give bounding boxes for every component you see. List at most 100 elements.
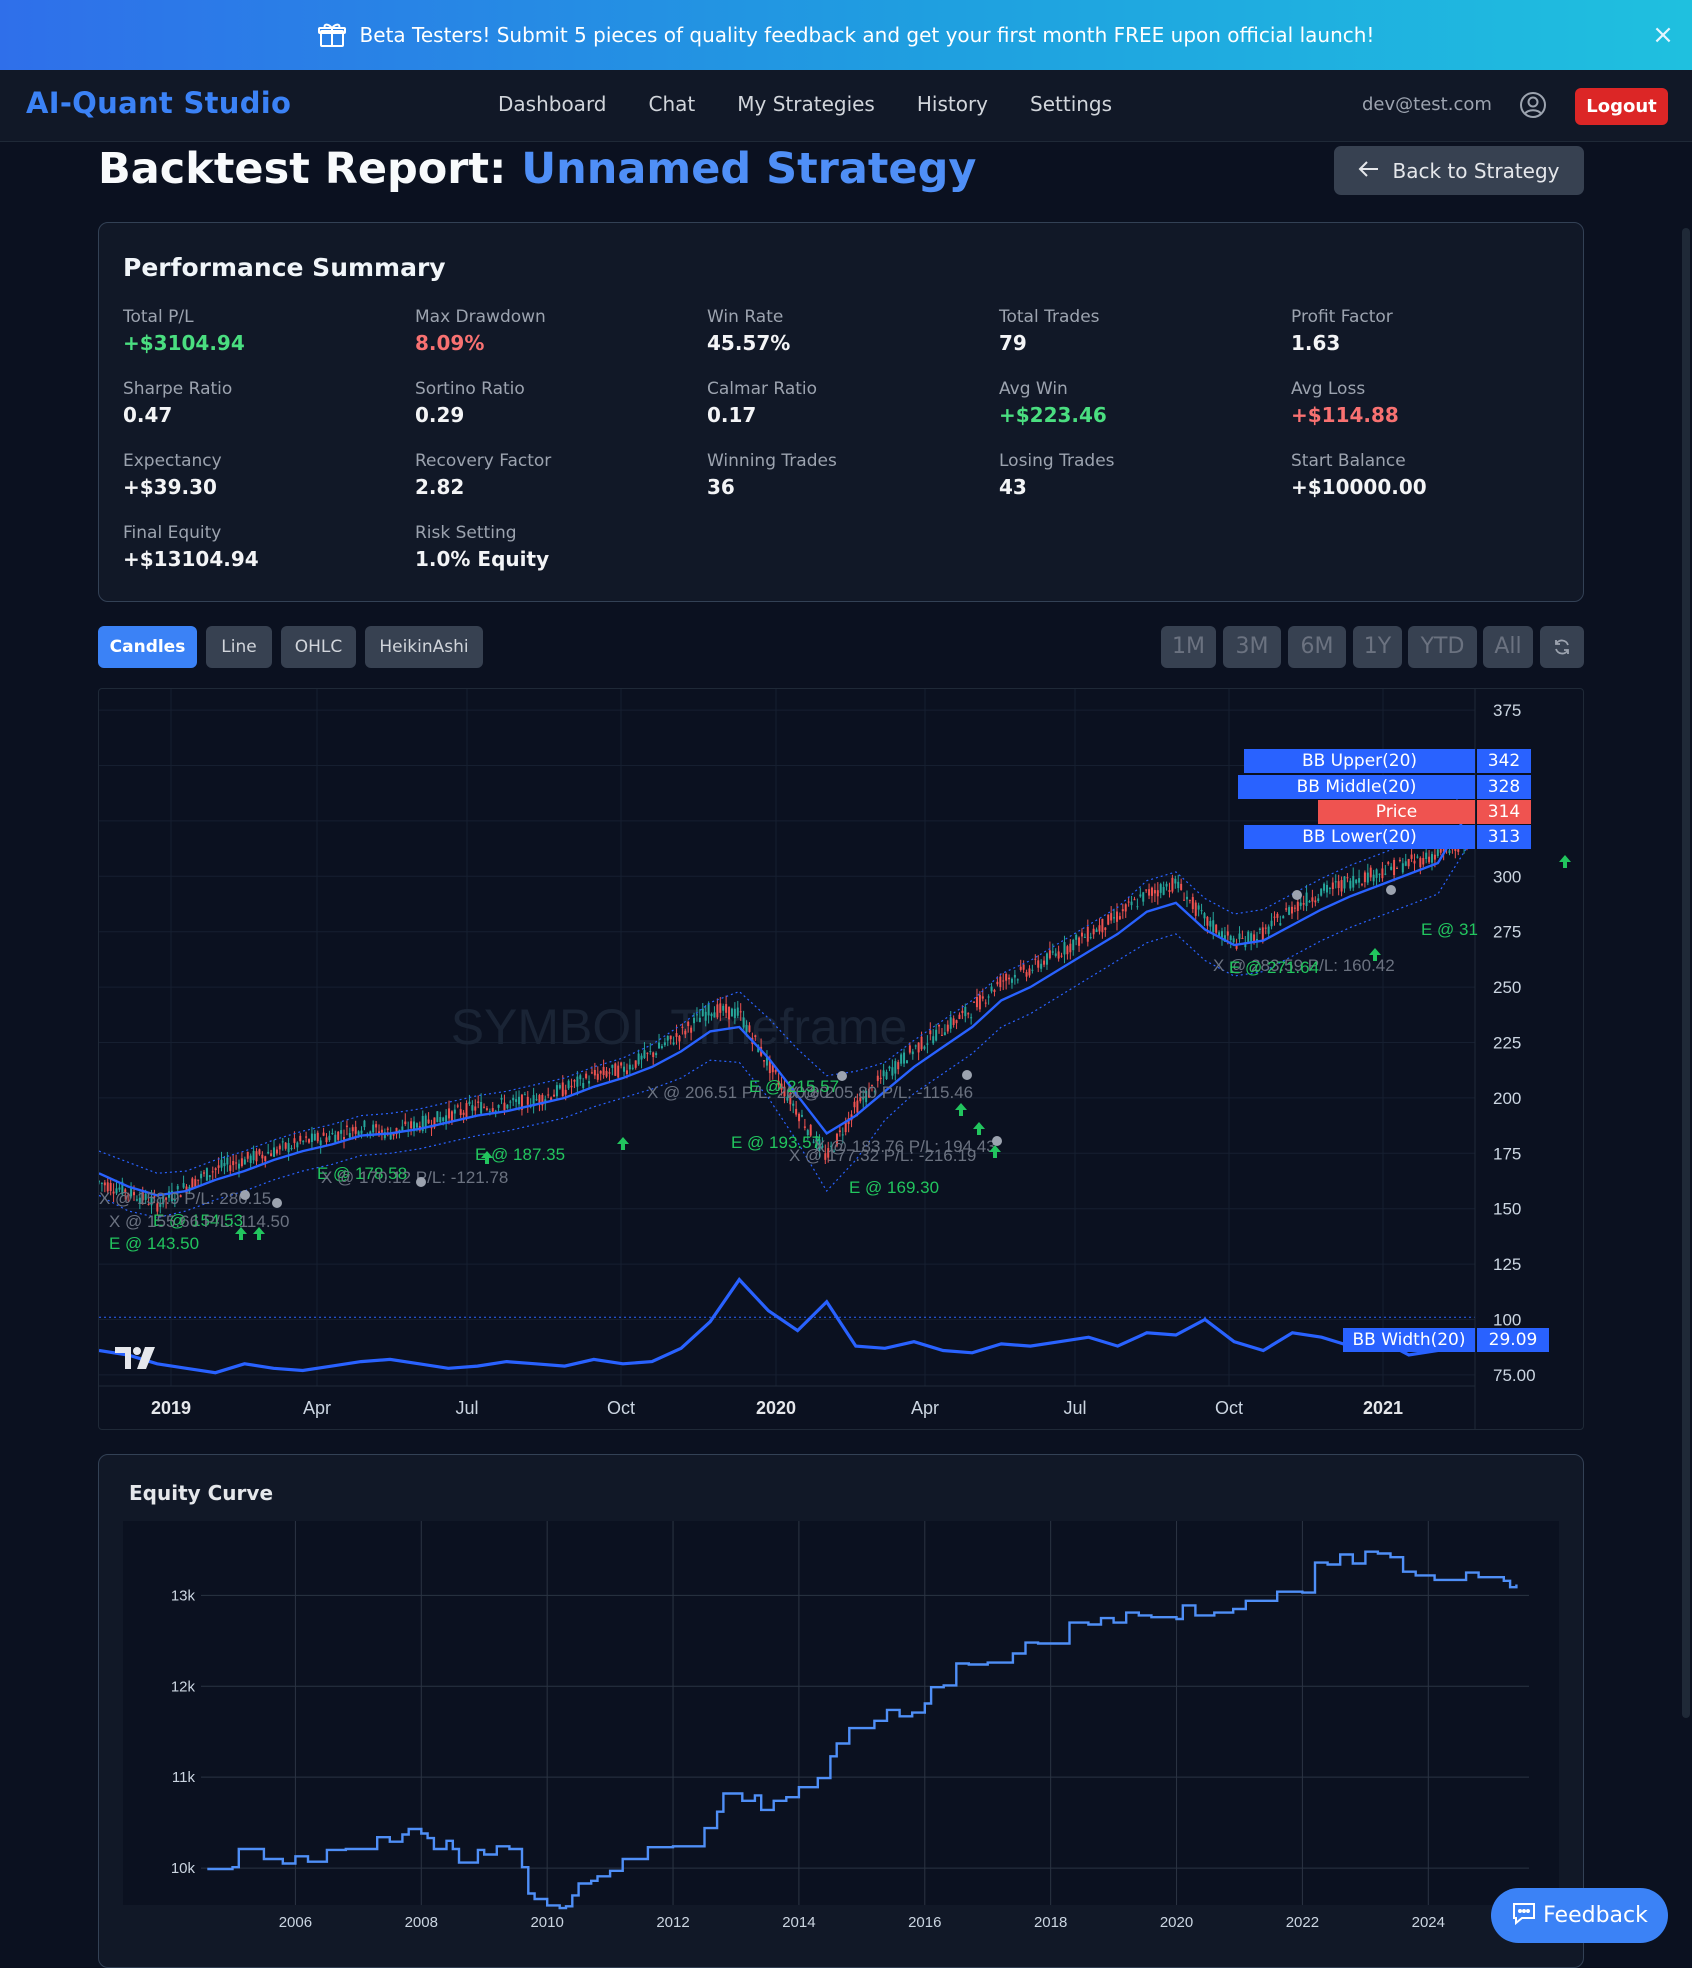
chart-type-heikinashi[interactable]: HeikinAshi — [365, 626, 483, 668]
candle-body — [1340, 880, 1343, 892]
range-3m[interactable]: 3M — [1223, 626, 1281, 668]
candle-body — [348, 1133, 351, 1138]
equity-line — [207, 1550, 1518, 1910]
trade-annotation: E @ 169.30 — [849, 1178, 939, 1197]
candle-body — [433, 1117, 436, 1128]
candle-body — [1285, 908, 1288, 910]
metric-label: Expectancy — [123, 451, 222, 471]
equity-x-tick: 2008 — [405, 1914, 438, 1931]
nav-item-history[interactable]: History — [916, 92, 989, 116]
candle-body — [1267, 926, 1270, 934]
metric-value: 1.0% Equity — [415, 547, 550, 571]
candle-body — [410, 1121, 413, 1129]
exit-marker — [240, 1190, 250, 1200]
chart-type-ohlc[interactable]: OHLC — [281, 626, 356, 668]
candle-body — [284, 1142, 287, 1149]
candle-body — [911, 1051, 914, 1055]
candle-body — [1395, 867, 1398, 869]
candle-body — [1323, 883, 1326, 891]
refresh-icon — [1553, 637, 1571, 662]
refresh-button[interactable] — [1540, 626, 1584, 668]
title-prefix: Backtest Report: — [98, 144, 522, 194]
range-1m[interactable]: 1M — [1161, 626, 1216, 668]
candle-body — [704, 1011, 707, 1021]
candle-body — [144, 1193, 147, 1200]
metric-label: Start Balance — [1291, 451, 1406, 471]
candle-body — [943, 1032, 946, 1036]
candle-body — [920, 1036, 923, 1050]
candle-body — [99, 1181, 100, 1183]
candle-body — [625, 1070, 628, 1074]
candle-body — [1363, 872, 1366, 883]
candle-body — [690, 1027, 693, 1033]
candle-body — [713, 1012, 716, 1018]
candle-body — [593, 1069, 596, 1076]
feedback-button[interactable]: Feedback — [1491, 1888, 1668, 1943]
page-scrollbar[interactable] — [1682, 228, 1690, 1718]
price-chart[interactable]: SYMBOL Timeframe E @ 143.50 E @ 154.53 X @… — [98, 688, 1584, 1430]
candle-body — [1083, 936, 1086, 938]
series-bb-width-20- — [99, 1277, 1468, 1375]
candle-body — [693, 1017, 696, 1024]
candle-body — [1241, 937, 1244, 939]
candle-body — [1054, 953, 1057, 956]
candle-body — [617, 1065, 620, 1078]
metric-calmar-ratio: Calmar Ratio 0.17 — [707, 379, 987, 427]
nav-item-settings[interactable]: Settings — [1030, 92, 1113, 116]
chart-type-line[interactable]: Line — [206, 626, 272, 668]
brand-logo[interactable]: AI-Quant Studio — [26, 86, 292, 120]
candle-body — [631, 1067, 634, 1069]
equity-curve-svg[interactable]: 10k 11k 12k 13k 2006 2008 2010 2012 2014 2016 2018… — [99, 1455, 1585, 1968]
candle-body — [684, 1030, 687, 1035]
candle-body — [1148, 889, 1151, 896]
candle-body — [888, 1066, 891, 1069]
price-chart-svg[interactable]: SYMBOL Timeframe E @ 143.50E @ 154.53X @… — [99, 689, 1584, 1430]
candle-body — [1162, 887, 1165, 895]
candle-body — [200, 1173, 203, 1179]
candle-body — [701, 1008, 704, 1017]
close-icon[interactable]: × — [1652, 20, 1674, 50]
candle-body — [856, 1100, 859, 1113]
candle-body — [1296, 901, 1299, 911]
range-ytd[interactable]: YTD — [1408, 626, 1477, 668]
candle-body — [608, 1072, 611, 1074]
candle-body — [273, 1147, 276, 1157]
candle-body — [821, 1145, 824, 1148]
nav-item-chat[interactable]: Chat — [648, 92, 696, 116]
candle-body — [176, 1186, 179, 1190]
candle-body — [1075, 934, 1078, 940]
nav-item-my-strategies[interactable]: My Strategies — [737, 92, 875, 116]
back-to-strategy-button[interactable]: Back to Strategy — [1334, 146, 1584, 195]
nav-item-dashboard[interactable]: Dashboard — [498, 92, 607, 116]
candle-body — [602, 1066, 605, 1075]
candle-body — [264, 1156, 267, 1161]
candle-body — [351, 1127, 354, 1132]
range-1y[interactable]: 1Y — [1353, 626, 1402, 668]
chart-type-candles[interactable]: Candles — [98, 626, 197, 668]
candle-body — [812, 1141, 815, 1143]
range-all[interactable]: All — [1483, 626, 1533, 668]
user-avatar-icon[interactable] — [1518, 90, 1548, 120]
metric-losing-trades: Losing Trades 43 — [999, 451, 1279, 499]
range-6m[interactable]: 6M — [1288, 626, 1346, 668]
candle-body — [570, 1085, 573, 1088]
candle-body — [360, 1130, 363, 1134]
candle-body — [1238, 933, 1241, 940]
candle-body — [445, 1115, 448, 1124]
candle-body — [932, 1036, 935, 1044]
candle-body — [1080, 932, 1083, 937]
candle-body — [1413, 860, 1416, 864]
gift-icon — [317, 22, 346, 48]
entry-arrow-icon — [1369, 948, 1381, 961]
candle-body — [1346, 877, 1349, 879]
candle-body — [658, 1042, 661, 1049]
candle-body — [588, 1081, 591, 1084]
candle-body — [970, 1017, 973, 1019]
candle-body — [100, 1182, 103, 1184]
candle-body — [789, 1093, 792, 1105]
equity-x-tick: 2010 — [530, 1914, 563, 1931]
candle-body — [334, 1134, 337, 1143]
logout-button[interactable]: Logout — [1575, 88, 1668, 125]
candle-body — [678, 1035, 681, 1042]
candle-body — [1136, 906, 1139, 908]
